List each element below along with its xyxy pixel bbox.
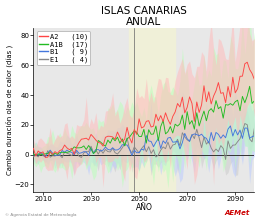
Title: ISLAS CANARIAS
ANUAL: ISLAS CANARIAS ANUAL xyxy=(101,5,187,27)
Bar xyxy=(129,28,175,192)
Legend: A2   (10), A1B  (17), B1   ( 9), E1   ( 4): A2 (10), A1B (17), B1 ( 9), E1 ( 4) xyxy=(37,31,90,65)
X-axis label: AÑO: AÑO xyxy=(135,203,152,213)
Text: © Agencia Estatal de Meteorología: © Agencia Estatal de Meteorología xyxy=(5,213,77,217)
Text: AEMet: AEMet xyxy=(224,210,250,216)
Y-axis label: Cambio duración olas de calor (días ): Cambio duración olas de calor (días ) xyxy=(5,45,13,175)
